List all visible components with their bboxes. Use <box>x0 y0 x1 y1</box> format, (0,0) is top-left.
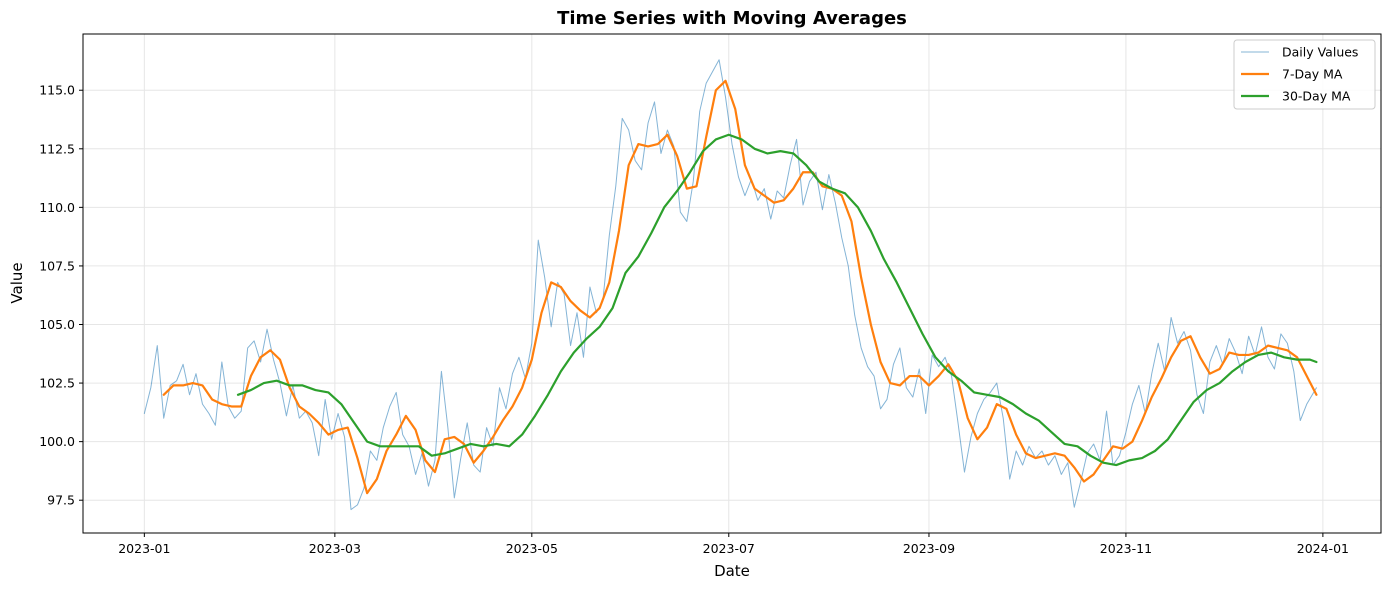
y-tick-label: 100.0 <box>39 434 75 449</box>
y-axis-label: Value <box>8 262 26 303</box>
x-tick-label: 2023-05 <box>506 541 558 556</box>
ma-7-day-line <box>162 79 1318 495</box>
y-tick-label: 97.5 <box>47 493 75 508</box>
y-tick-label: 102.5 <box>39 376 75 391</box>
plot-area-frame <box>82 33 1382 534</box>
y-axis: 97.5 100.0 102.5 105.0 107.5 110.0 112.5 115.0 <box>39 83 83 508</box>
x-tick-label: 2023-01 <box>118 541 170 556</box>
x-axis: 2023-01 2023-03 2023-05 2023-07 2023-09 2023-… <box>118 533 1349 556</box>
chart-title: Time Series with Moving Averages <box>557 8 907 29</box>
ma-30-day-line <box>236 133 1318 467</box>
daily-values-line <box>143 59 1317 511</box>
legend-label: 7-Day MA <box>1282 67 1343 82</box>
y-tick-label: 115.0 <box>39 83 75 98</box>
legend-label: 30-Day MA <box>1282 89 1351 104</box>
grid-lines <box>83 34 1381 533</box>
legend-label: Daily Values <box>1282 45 1358 60</box>
x-tick-label: 2023-09 <box>903 541 955 556</box>
legend: Daily Values 7-Day MA 30-Day MA <box>1233 39 1376 110</box>
x-tick-label: 2023-07 <box>703 541 755 556</box>
x-tick-label: 2023-03 <box>309 541 361 556</box>
series-layer <box>143 59 1318 511</box>
y-tick-label: 107.5 <box>39 258 75 273</box>
y-tick-label: 112.5 <box>39 141 75 156</box>
x-tick-label: 2023-11 <box>1100 541 1152 556</box>
y-tick-label: 110.0 <box>39 200 75 215</box>
x-axis-label: Date <box>714 562 750 580</box>
y-tick-label: 105.0 <box>39 317 75 332</box>
x-tick-label: 2024-01 <box>1297 541 1349 556</box>
legend-box <box>1233 39 1376 110</box>
